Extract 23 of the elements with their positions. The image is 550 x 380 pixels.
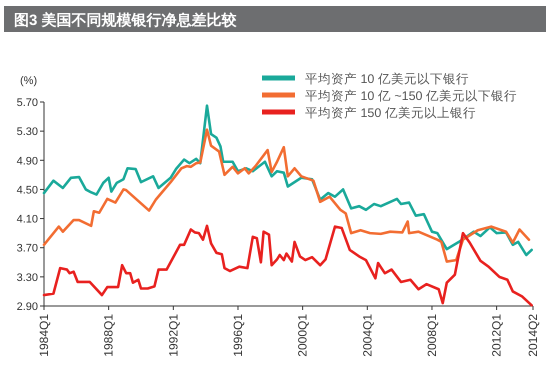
y-tick-label: 3.70	[16, 242, 38, 255]
y-axis-title: (%)	[20, 75, 38, 87]
y-tick-label: 2.90	[16, 301, 38, 313]
legend-label: 平均资产 10 亿 ~150 亿美元以下银行	[305, 88, 517, 103]
x-tick-label: 1984Q1	[37, 314, 51, 357]
legend-label: 平均资产 150 亿美元以上银行	[305, 105, 476, 120]
x-tick-label: 2004Q1	[360, 314, 374, 357]
y-tick-label: 3.30	[16, 272, 38, 284]
chart-title: 图3 美国不同规模银行净息差比较	[14, 11, 238, 29]
y-tick-label: 4.50	[16, 184, 38, 196]
x-tick-label: 1992Q1	[166, 314, 180, 357]
x-tick-label: 1996Q1	[230, 314, 245, 357]
y-tick-label: 5.70	[16, 97, 38, 109]
y-tick-label: 4.90	[16, 155, 38, 168]
y-tick-label: 5.30	[16, 126, 38, 138]
y-tick-label: 4.10	[16, 214, 38, 226]
x-tick-label: 2012Q1	[490, 314, 504, 357]
title: 图3 美国不同规模银行净息差比较	[4, 6, 546, 32]
x-tick-label: 2000Q1	[296, 314, 310, 357]
x-tick-label: 2014Q2	[526, 314, 540, 357]
x-tick-label: 1988Q1	[102, 314, 116, 357]
legend-label: 平均资产 10 亿美元以下银行	[305, 71, 469, 86]
x-tick-label: 2008Q1	[424, 314, 439, 357]
